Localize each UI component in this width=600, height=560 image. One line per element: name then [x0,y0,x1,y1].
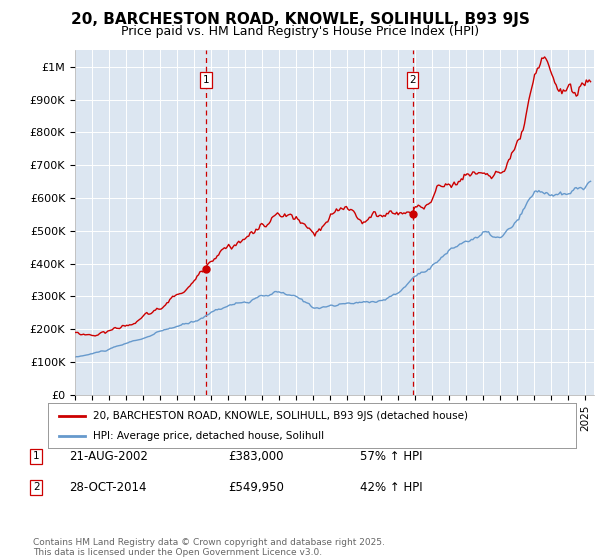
Text: £549,950: £549,950 [228,480,284,494]
Text: Contains HM Land Registry data © Crown copyright and database right 2025.
This d: Contains HM Land Registry data © Crown c… [33,538,385,557]
Text: 28-OCT-2014: 28-OCT-2014 [69,480,146,494]
Text: 2: 2 [409,75,416,85]
Text: 1: 1 [202,75,209,85]
Text: £383,000: £383,000 [228,450,284,463]
Text: Price paid vs. HM Land Registry's House Price Index (HPI): Price paid vs. HM Land Registry's House … [121,25,479,38]
Text: 21-AUG-2002: 21-AUG-2002 [69,450,148,463]
Text: 1: 1 [33,451,40,461]
Text: 20, BARCHESTON ROAD, KNOWLE, SOLIHULL, B93 9JS: 20, BARCHESTON ROAD, KNOWLE, SOLIHULL, B… [71,12,529,27]
Text: 57% ↑ HPI: 57% ↑ HPI [360,450,422,463]
Text: HPI: Average price, detached house, Solihull: HPI: Average price, detached house, Soli… [93,431,324,441]
Text: 20, BARCHESTON ROAD, KNOWLE, SOLIHULL, B93 9JS (detached house): 20, BARCHESTON ROAD, KNOWLE, SOLIHULL, B… [93,410,468,421]
Text: 42% ↑ HPI: 42% ↑ HPI [360,480,422,494]
Text: 2: 2 [33,482,40,492]
